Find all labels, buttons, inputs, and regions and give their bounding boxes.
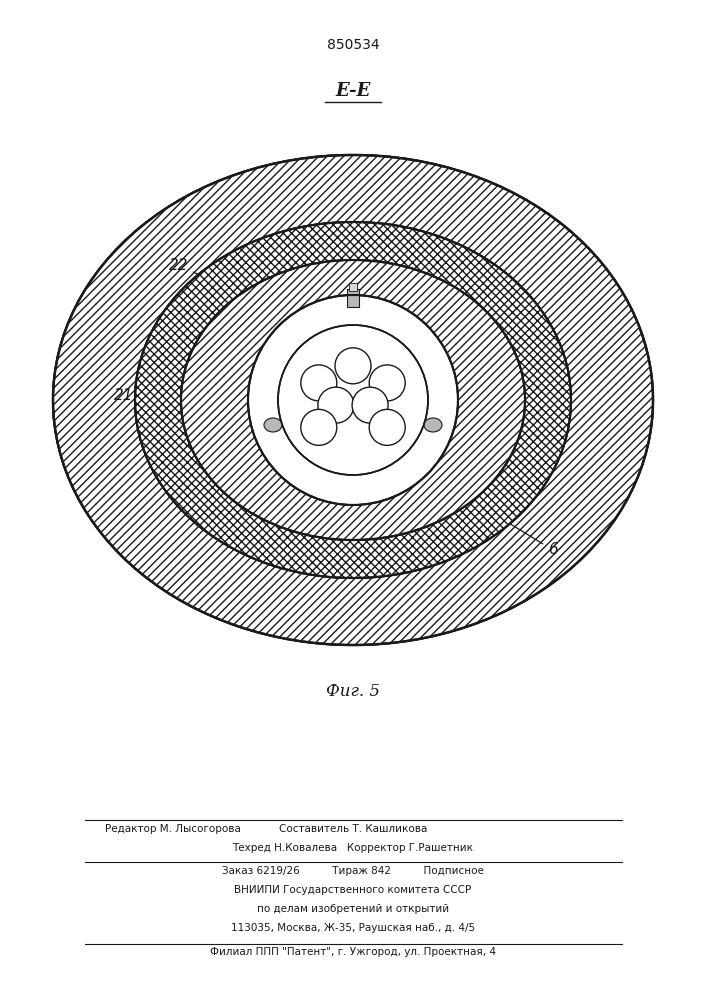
Circle shape — [278, 325, 428, 475]
Ellipse shape — [53, 155, 653, 645]
Text: Техред Н.Ковалева   Корректор Г.Рашетник: Техред Н.Ковалева Корректор Г.Рашетник — [233, 843, 474, 853]
Circle shape — [300, 365, 337, 401]
Text: Составитель Т. Кашликова: Составитель Т. Кашликова — [279, 824, 427, 834]
Ellipse shape — [181, 260, 525, 540]
Ellipse shape — [135, 222, 571, 578]
Text: 6: 6 — [465, 496, 558, 558]
Text: по делам изобретений и открытий: по делам изобретений и открытий — [257, 904, 449, 914]
Text: ВНИИПИ Государственного комитета СССР: ВНИИПИ Государственного комитета СССР — [235, 885, 472, 895]
Text: Заказ 6219/26          Тираж 842          Подписное: Заказ 6219/26 Тираж 842 Подписное — [222, 866, 484, 876]
Circle shape — [248, 295, 458, 505]
Bar — [347, 289, 359, 307]
Ellipse shape — [264, 418, 282, 432]
Ellipse shape — [181, 260, 525, 540]
Circle shape — [300, 409, 337, 445]
Circle shape — [318, 387, 354, 423]
Bar — [349, 283, 357, 291]
Ellipse shape — [53, 155, 653, 645]
Circle shape — [352, 387, 388, 423]
Text: Фиг. 5: Фиг. 5 — [326, 683, 380, 700]
Ellipse shape — [424, 418, 442, 432]
Text: 22: 22 — [168, 257, 260, 304]
Circle shape — [369, 409, 405, 445]
Ellipse shape — [135, 222, 571, 578]
Text: Редактор М. Лысогорова: Редактор М. Лысогорова — [105, 824, 241, 834]
Text: 21: 21 — [114, 387, 190, 414]
Text: 850534: 850534 — [327, 38, 380, 52]
Text: E-E: E-E — [335, 82, 370, 100]
Circle shape — [335, 348, 371, 384]
Text: 113035, Москва, Ж-35, Раушская наб., д. 4/5: 113035, Москва, Ж-35, Раушская наб., д. … — [231, 923, 475, 933]
Circle shape — [369, 365, 405, 401]
Text: Филиал ППП "Патент", г. Ужгород, ул. Проектная, 4: Филиал ППП "Патент", г. Ужгород, ул. Про… — [210, 947, 496, 957]
